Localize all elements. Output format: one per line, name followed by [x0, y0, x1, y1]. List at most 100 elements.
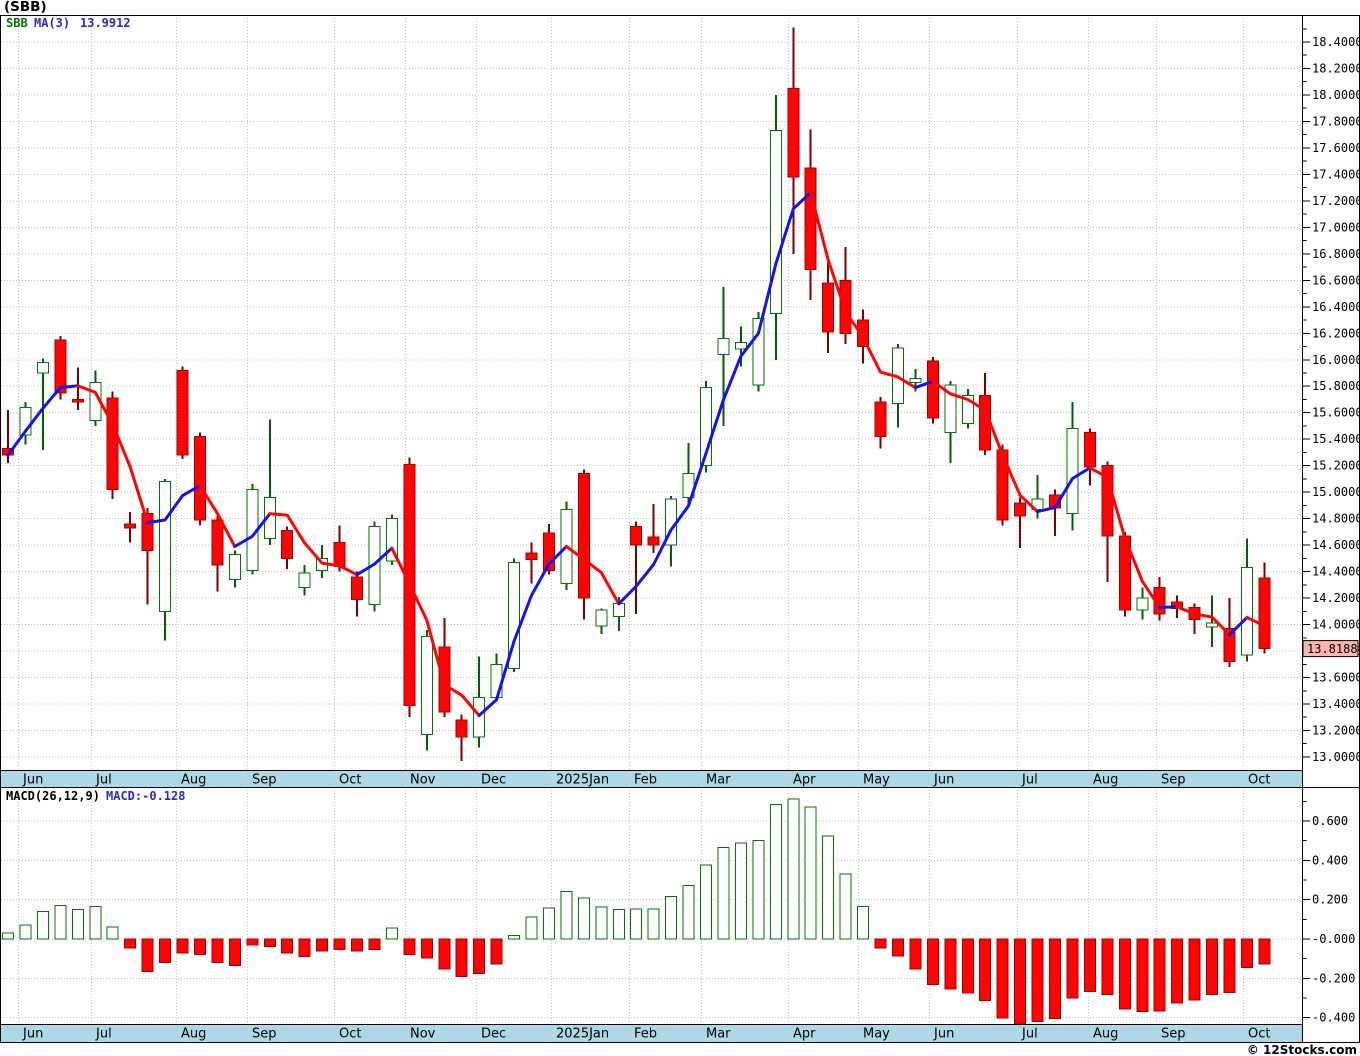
month-label: Mar: [706, 773, 731, 788]
ma-line-segment: [477, 545, 568, 717]
month-label: Feb: [634, 773, 657, 788]
month-label: Oct: [339, 1027, 361, 1042]
candle-body: [263, 496, 276, 540]
macd-bar: [176, 938, 189, 954]
candle-body: [420, 635, 433, 735]
month-label: Jun: [933, 1027, 954, 1042]
candle-body: [490, 663, 503, 698]
candle-body: [804, 167, 817, 271]
month-label: Oct: [339, 773, 361, 788]
price-axis-label: 15.0000: [1312, 485, 1360, 499]
candle-body: [71, 398, 84, 403]
macd-bar: [159, 938, 172, 964]
month-label: Mar: [706, 1027, 731, 1042]
macd-bar: [1188, 938, 1201, 1001]
macd-bar: [822, 835, 835, 940]
month-band-main: [1, 770, 1302, 787]
price-axis-label: 18.2000: [1312, 61, 1360, 75]
ma-line-segment: [913, 379, 935, 390]
candle-body: [822, 282, 835, 333]
macd-bar: [542, 907, 555, 940]
candle-body: [734, 342, 747, 350]
macd-bar: [700, 864, 712, 940]
macd-bar: [787, 798, 800, 940]
candle-body: [944, 384, 957, 434]
price-axis-label: 17.2000: [1312, 194, 1360, 208]
month-label: Jul: [95, 773, 112, 788]
price-axis-label: 15.8000: [1312, 379, 1360, 393]
candle-body: [473, 696, 486, 738]
candle-body: [211, 519, 224, 566]
macd-legend-value: MACD:-0.128: [106, 789, 185, 803]
price-axis-label: 18.4000: [1312, 35, 1360, 49]
ma-line-segment: [198, 484, 237, 548]
macd-bar: [839, 873, 852, 940]
candle-body: [1031, 498, 1044, 510]
macd-bar: [560, 890, 573, 940]
price-axis-label: 14.0000: [1312, 618, 1360, 632]
ma-line-segment: [76, 384, 150, 525]
macd-bar: [193, 938, 206, 956]
macd-bar: [944, 938, 957, 990]
price-axis-label: 14.8000: [1312, 512, 1360, 526]
month-label: Apr: [793, 773, 816, 788]
month-label: Jul: [1021, 773, 1038, 788]
macd-bar: [141, 938, 154, 972]
candlesticks: [2, 27, 1271, 761]
month-label: Aug: [181, 773, 206, 788]
macd-axis-label: -0.200: [1312, 971, 1355, 985]
candle-body: [298, 572, 311, 588]
price-axis-label: 17.4000: [1312, 167, 1360, 181]
last-price-tag-value: 13.8188: [1307, 642, 1358, 656]
month-label: Jun: [22, 1027, 43, 1042]
macd-bar: [752, 840, 765, 940]
candle-body: [525, 552, 538, 561]
month-label: Sep: [1161, 773, 1186, 788]
candle-body: [909, 377, 922, 383]
macd-bar: [857, 906, 870, 940]
candle-body: [1171, 601, 1184, 610]
month-label: Jun: [933, 773, 954, 788]
price-axis-label: 15.2000: [1312, 459, 1360, 473]
macd-bar: [961, 938, 974, 994]
macd-bar: [490, 938, 503, 965]
candle-body: [193, 436, 206, 521]
price-axis-label: 13.0000: [1312, 750, 1360, 764]
macd-axis-label: 0.400: [1312, 853, 1348, 867]
macd-bar: [263, 938, 276, 947]
candle-body: [752, 318, 765, 386]
macd-bar: [1136, 938, 1149, 1012]
candle-body: [1066, 428, 1079, 514]
moving-average-line: [6, 191, 1266, 717]
macd-axis-label: 0.200: [1312, 893, 1348, 907]
month-label: Sep: [252, 1027, 277, 1042]
macd-bar: [1101, 938, 1114, 996]
month-label: May: [863, 1027, 890, 1042]
macd-axis-label: 0.600: [1312, 814, 1348, 828]
ma-line-segment: [6, 384, 80, 457]
macd-bar: [228, 938, 241, 967]
month-label: Jul: [95, 1027, 112, 1042]
candle-body: [351, 576, 363, 600]
macd-axis-label: -0.400: [1312, 1011, 1355, 1025]
price-axis-label: 17.8000: [1312, 114, 1360, 128]
price-axis-label: 16.6000: [1312, 273, 1360, 287]
candle-body: [455, 719, 468, 738]
candle-body: [839, 279, 852, 334]
ma-line-segment: [617, 191, 813, 606]
month-label: Nov: [410, 773, 436, 788]
macd-bar: [1049, 938, 1061, 1020]
ma-line-segment: [1245, 616, 1266, 628]
candle-body: [159, 481, 172, 612]
macd-bar: [595, 906, 608, 940]
candle-body: [281, 530, 294, 559]
month-label: 2025Jan: [556, 773, 609, 788]
ma-line-segment: [809, 191, 917, 390]
macd-bar: [926, 938, 939, 986]
candle-body: [926, 360, 939, 419]
price-axis-label: 17.6000: [1312, 141, 1360, 155]
month-label: Aug: [1093, 773, 1118, 788]
month-label: Aug: [1093, 1027, 1118, 1042]
candle-body: [54, 339, 67, 394]
